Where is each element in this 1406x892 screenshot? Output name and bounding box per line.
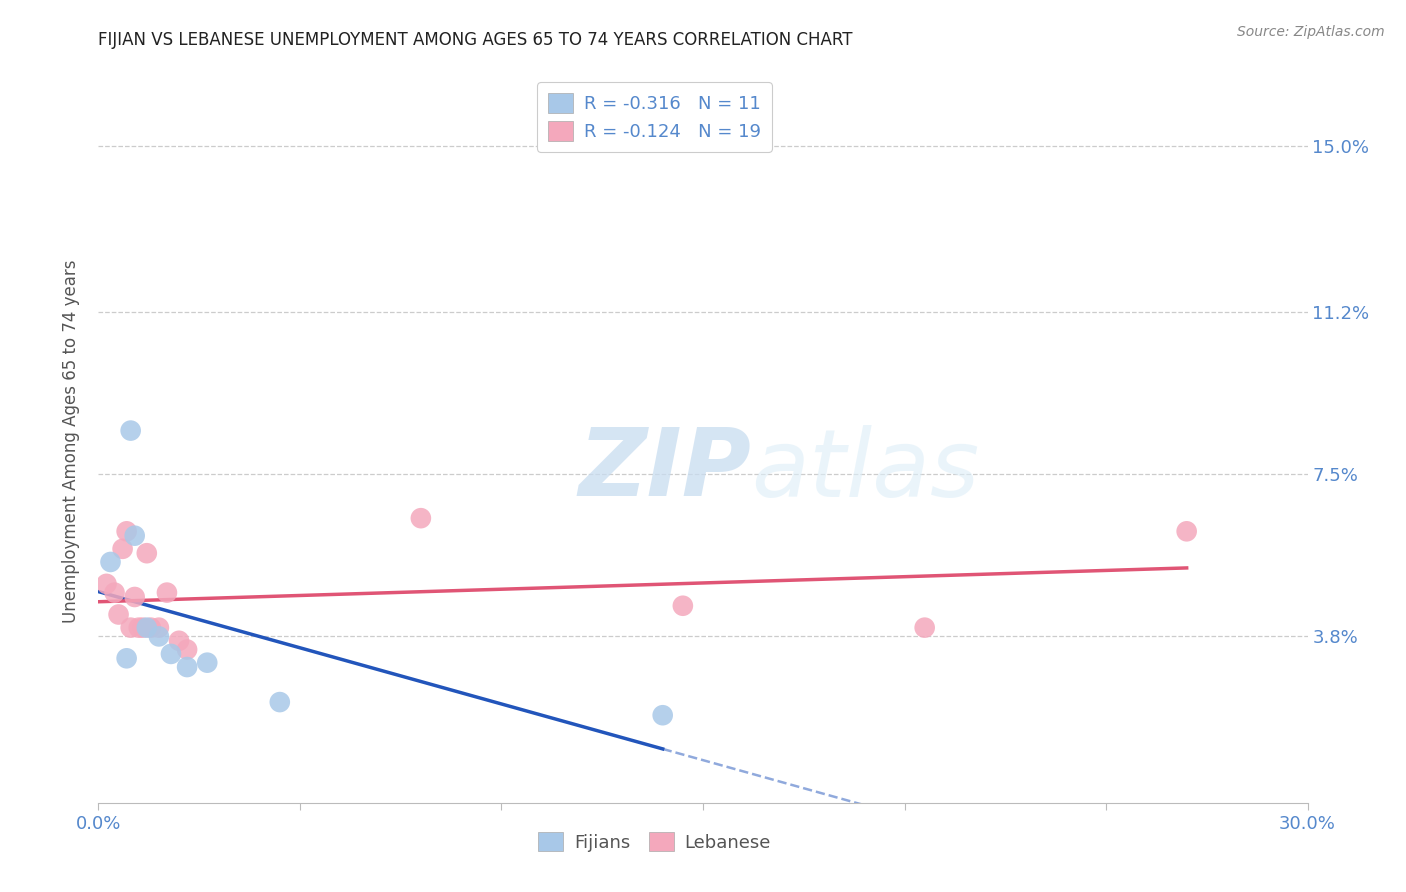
Point <box>148 621 170 635</box>
Point <box>128 621 150 635</box>
Point <box>195 656 218 670</box>
Point <box>115 524 138 539</box>
Point <box>139 621 162 635</box>
Point <box>176 660 198 674</box>
Point <box>115 651 138 665</box>
Point <box>651 708 673 723</box>
Y-axis label: Unemployment Among Ages 65 to 74 years: Unemployment Among Ages 65 to 74 years <box>62 260 80 624</box>
Point <box>100 555 122 569</box>
Point <box>1175 524 1198 539</box>
Point <box>120 424 142 438</box>
Point <box>148 629 170 643</box>
Point <box>160 647 183 661</box>
Point <box>914 621 936 635</box>
Legend: Fijians, Lebanese: Fijians, Lebanese <box>531 825 779 859</box>
Point <box>111 541 134 556</box>
Point <box>132 621 155 635</box>
Point <box>176 642 198 657</box>
Point <box>269 695 291 709</box>
Point <box>135 621 157 635</box>
Point <box>672 599 695 613</box>
Text: Source: ZipAtlas.com: Source: ZipAtlas.com <box>1237 25 1385 39</box>
Point <box>409 511 432 525</box>
Point <box>135 546 157 560</box>
Point <box>103 585 125 599</box>
Text: FIJIAN VS LEBANESE UNEMPLOYMENT AMONG AGES 65 TO 74 YEARS CORRELATION CHART: FIJIAN VS LEBANESE UNEMPLOYMENT AMONG AG… <box>98 31 853 49</box>
Point <box>120 621 142 635</box>
Point <box>107 607 129 622</box>
Point <box>124 529 146 543</box>
Point <box>96 577 118 591</box>
Text: ZIP: ZIP <box>578 425 751 516</box>
Point <box>156 585 179 599</box>
Text: atlas: atlas <box>751 425 980 516</box>
Point <box>167 633 190 648</box>
Point <box>124 590 146 604</box>
